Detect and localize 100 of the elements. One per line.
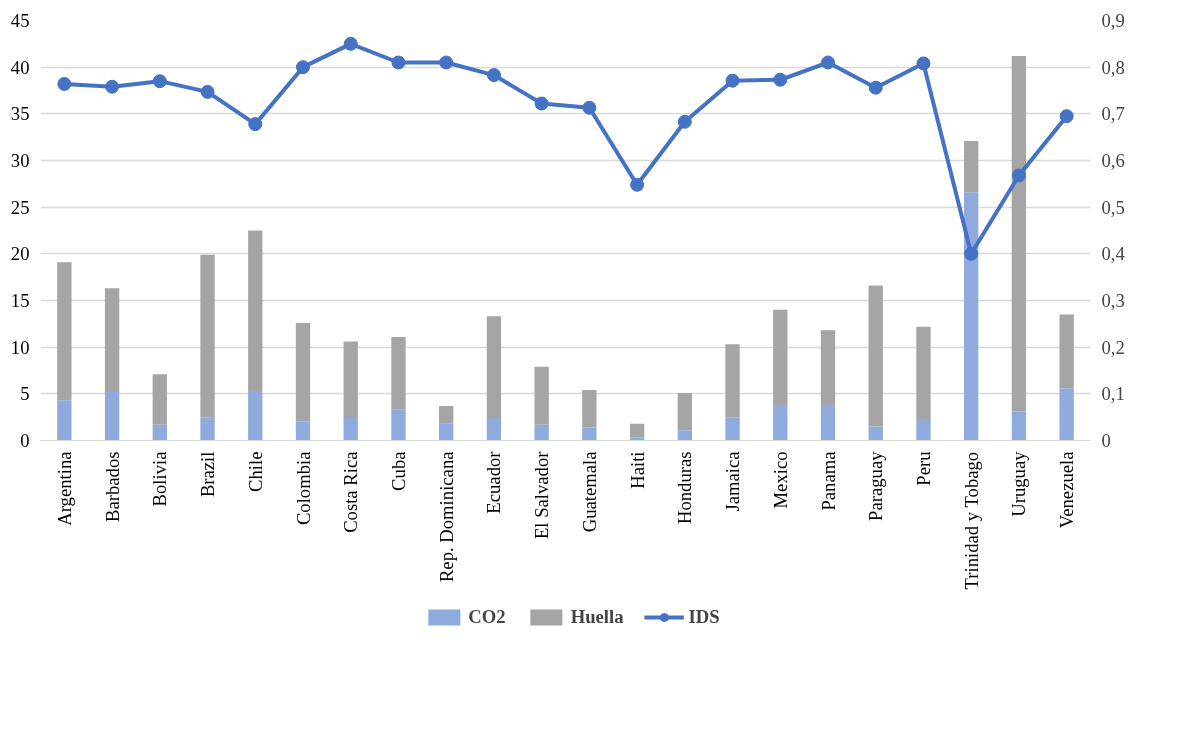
point [57,76,72,91]
x-tick-label: Haiti [626,451,648,489]
bar [582,390,597,428]
y2-tick-label: 0,1 [1101,383,1125,405]
point [916,56,931,71]
bar [1011,411,1027,441]
x-tick-label: Guatemala [578,450,600,533]
bar [964,140,979,193]
point [439,55,454,70]
bar [868,426,883,441]
bar [200,417,215,441]
bar [152,374,167,425]
point [1011,168,1026,183]
bar [439,405,454,424]
legend-label: IDS [688,606,720,628]
point [677,114,692,129]
bar [104,288,120,392]
x-tick-label: Bolivia [149,450,171,507]
y2-tick-label: 0,2 [1101,336,1125,358]
bar [152,424,167,441]
bar [343,418,358,441]
bar [677,392,692,431]
x-tick-label: Argentina [53,450,75,526]
x-tick-label: Rep. Dominicana [435,450,457,583]
bar [820,330,836,406]
bar [104,391,120,441]
bar [677,430,692,441]
bar [391,409,406,441]
bar [343,341,358,419]
point [1059,109,1074,124]
point [725,73,740,88]
bar [582,427,597,441]
point [391,55,406,70]
point [105,79,120,94]
bar [1059,314,1074,389]
x-tick-label: Mexico [769,451,791,509]
point [152,74,167,89]
bar [295,421,311,441]
y2-tick-label: 0,4 [1101,243,1126,265]
y-tick-label: 20 [10,243,30,265]
bar [629,423,645,438]
y-tick-label: 10 [10,336,30,358]
x-tick-label: El Salvador [531,450,553,540]
x-tick-label: Panama [817,450,839,511]
point [821,55,835,70]
legend-label: Huella [570,606,624,628]
point [630,177,645,192]
bar [534,366,549,425]
point [773,72,788,87]
point [582,100,597,115]
y-tick-label: 40 [10,56,30,78]
bar [57,400,72,441]
bar [773,309,788,406]
bar [868,285,883,427]
bar [916,326,931,420]
y2-tick-label: 0,6 [1101,150,1125,171]
x-tick-label: Barbados [101,451,123,522]
y-tick-label: 30 [10,150,30,171]
point [868,80,883,95]
x-tick-label: Trinidad y Tobago [960,451,982,590]
bar [964,192,979,441]
bar [916,419,931,441]
y-tick-label: 35 [10,103,30,125]
bar [725,344,740,418]
bar [248,391,263,441]
x-tick-label: Brazil [197,451,219,498]
y2-tick-label: 0,5 [1101,196,1125,218]
y2-tick-label: 0,3 [1101,290,1125,311]
point [486,68,501,83]
bar [1011,55,1027,412]
y2-tick-label: 0,9 [1101,10,1125,31]
bar [725,417,740,441]
x-tick-label: Uruguay [1008,450,1030,517]
point [534,96,549,111]
x-tick-label: Peru [912,450,934,486]
bar [773,405,788,441]
y-tick-label: 5 [20,383,30,405]
x-tick-label: Cuba [387,450,409,491]
y2-tick-label: 0 [1101,430,1111,451]
bar [820,405,836,441]
bar [1059,388,1074,441]
point [964,246,979,261]
x-tick-label: Jamaica [722,450,744,512]
y-tick-label: 45 [10,10,30,31]
x-tick-label: Paraguay [865,450,887,521]
bar [248,230,263,392]
bar [57,262,72,401]
y2-tick-label: 0,8 [1101,56,1125,78]
bar [534,424,549,441]
legend-label: CO2 [468,606,506,628]
x-tick-label: Chile [244,451,266,492]
x-tick-label: Ecuador [483,450,505,514]
x-tick-label: Venezuela [1056,450,1078,529]
x-tick-label: Colombia [292,450,314,526]
point [248,117,263,132]
bar [295,322,311,422]
bar [439,423,454,441]
x-tick-label: Honduras [674,451,696,525]
bar [486,316,502,419]
point [343,36,358,51]
